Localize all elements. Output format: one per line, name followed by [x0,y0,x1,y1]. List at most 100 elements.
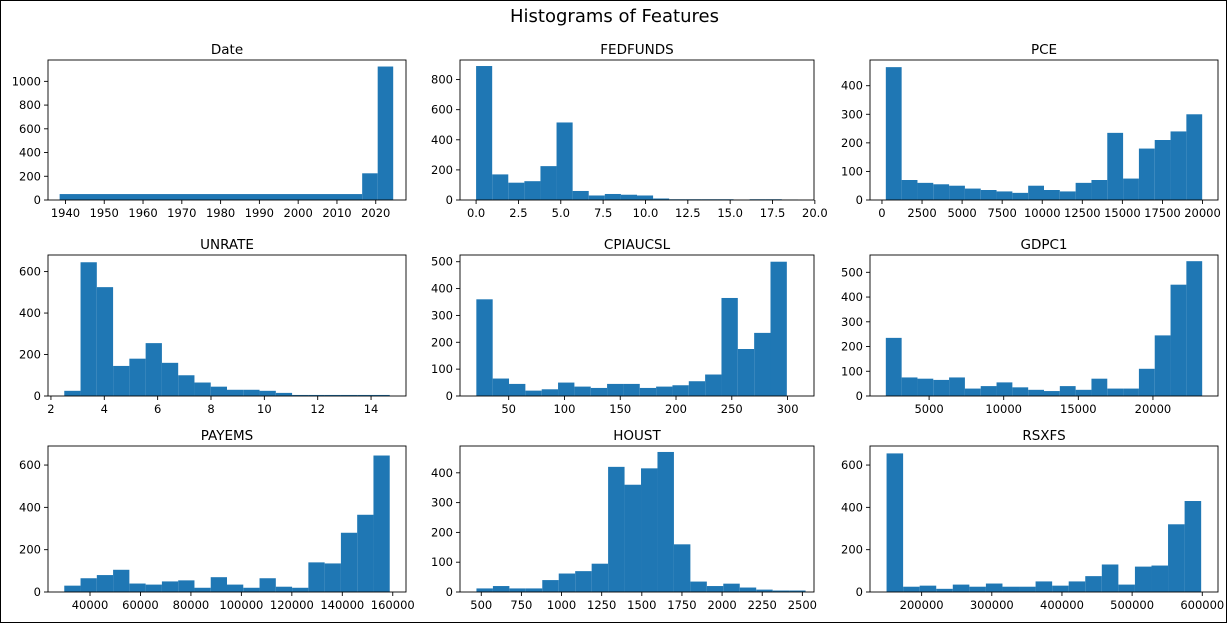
subplot-pce-xtick-label: 0 [878,206,885,220]
subplot-houst-bar [706,586,724,592]
subplot-unrate-bar [275,392,293,396]
subplot-houst-ytick-label: 0 [446,585,453,599]
subplot-gdpc1-bar [1028,389,1044,396]
subplot-payems-bar [64,585,81,592]
subplot-date-bar [377,66,394,200]
subplot-fedfunds-ytick-label: 0 [446,193,453,207]
subplot-pce-ytick-label: 100 [841,164,863,178]
subplot-unrate-bar [80,262,97,396]
subplot-pce-bar [1186,114,1203,200]
subplot-fedfunds-bar [540,166,557,200]
subplot-fedfunds-bar [653,198,670,200]
subplot-payems-bar [178,580,195,592]
subplot-payems-bar [113,569,130,592]
subplot-pce-bar [1138,148,1155,200]
subplot-cpiaucsl-xtick-label: 50 [501,402,516,416]
subplot-cpiaucsl-bar [525,390,542,396]
subplot-unrate-bar [113,365,130,396]
subplot-pce-bar [917,182,934,200]
subplot-gdpc1-xtick-label: 15000 [1060,402,1097,416]
subplot-gdpc1-xtick-label: 5000 [914,402,943,416]
subplot-rsxfs-ytick-label: 600 [841,458,863,472]
subplot-date-xtick-label: 2000 [284,206,313,220]
subplot-gdpc1-bar [1012,387,1029,396]
subplot-houst-bar [772,590,790,592]
subplot-unrate-bar [308,394,325,396]
subplot-date-xtick-label: 2020 [361,206,390,220]
subplot-fedfunds-ytick-label: 200 [431,163,453,177]
subplot-fedfunds-bar [588,195,605,200]
subplot-unrate-bar [243,389,260,396]
subplot-houst-xtick-label: 1000 [547,598,576,612]
subplot-date-xtick-label: 1990 [245,206,274,220]
subplot-gdpc1-bar [933,379,950,396]
subplot-houst-xtick-label: 500 [470,598,492,612]
subplot-cpiaucsl-bar [492,378,510,396]
subplot-unrate-ytick-label: 400 [19,306,41,320]
subplot-unrate-bar [129,358,146,396]
subplot-houst-bar [509,588,526,592]
subplot-payems-xtick-label: 160000 [371,598,415,612]
subplot-houst-frame [459,445,815,593]
subplot-houst-bar [608,466,625,592]
subplot-unrate-ytick-label: 200 [19,348,41,362]
subplot-unrate-bar [161,362,179,396]
subplot-payems-bar [324,563,341,592]
subplot-cpiaucsl-ytick-label: 0 [446,389,453,403]
subplot-unrate-bar [324,394,341,396]
subplot-pce-bar [949,185,965,200]
subplot-fedfunds-bar [508,182,525,200]
subplot-rsxfs-bar [1151,565,1169,592]
subplot-cpiaucsl-bar [623,383,640,396]
subplot-unrate-ytick-label: 0 [34,389,41,403]
subplot-cpiaucsl-ytick-label: 200 [431,335,453,349]
subplot-unrate-bar [64,390,81,396]
subplot-pce-bar [980,190,997,200]
subplot-fedfunds-xtick-label: 17.5 [760,206,786,220]
subplot-rsxfs-bar [1052,585,1069,592]
subplot-fedfunds-ytick-label: 800 [431,73,453,87]
subplot-cpiaucsl-bar [476,299,493,396]
subplot-cpiaucsl-bar [672,385,689,396]
subplot-cpiaucsl-bar [590,387,608,396]
subplot-cpiaucsl-bar [705,374,722,396]
subplot-fedfunds-xtick-label: 12.5 [675,206,701,220]
subplot-cpiaucsl-xtick-label: 100 [553,402,575,416]
subplot-houst-bar [575,571,592,592]
subplot-rsxfs-bar [1101,564,1119,592]
subplot-cpiaucsl-xtick-label: 250 [721,402,743,416]
subplot-unrate-bar [145,343,162,396]
subplot-pce-xtick-label: 2500 [907,206,936,220]
subplot-unrate-bar [210,386,227,396]
subplot-date-xtick-label: 1950 [90,206,119,220]
subplot-fedfunds-xtick-label: 5.0 [552,206,570,220]
subplot-houst-xtick-label: 1750 [667,598,696,612]
subplot-rsxfs-xtick-label: 400000 [1040,598,1084,612]
subplot-payems-xtick-label: 60000 [122,598,159,612]
subplot-gdpc1-ytick-label: 200 [841,340,863,354]
subplot-gdpc1-bar [1123,388,1139,396]
subplot-fedfunds-ytick-label: 400 [431,133,453,147]
subplot-rsxfs-bar [1118,584,1135,592]
subplot-cpiaucsl-title: CPIAUCSL [604,237,671,253]
subplot-gdpc1-bar [964,388,981,396]
subplot-date-ytick-label: 400 [19,146,41,160]
subplot-gdpc1-bar [1044,391,1060,396]
subplot-cpiaucsl-ytick-label: 400 [431,282,453,296]
subplot-rsxfs-bar [1184,501,1202,592]
subplot-payems-bar [227,584,244,592]
subplot-fedfunds-xtick-label: 2.5 [509,206,527,220]
subplot-date-xtick-label: 1960 [128,206,157,220]
subplot-cpiaucsl-ytick-label: 500 [431,255,453,269]
subplot-date-ytick-label: 200 [19,169,41,183]
subplot-pce-xtick-label: 7500 [988,206,1017,220]
subplot-pce-bar [1044,190,1060,200]
subplot-cpiaucsl-ytick-label: 100 [431,362,453,376]
subplot-fedfunds-xtick-label: 10.0 [633,206,659,220]
subplot-unrate-bar [340,394,358,396]
subplot-payems-bar [243,587,260,592]
subplot-payems-bar [194,587,211,592]
subplot-cpiaucsl-frame [459,254,815,397]
subplot-pce-xtick-label: 15000 [1104,206,1141,220]
